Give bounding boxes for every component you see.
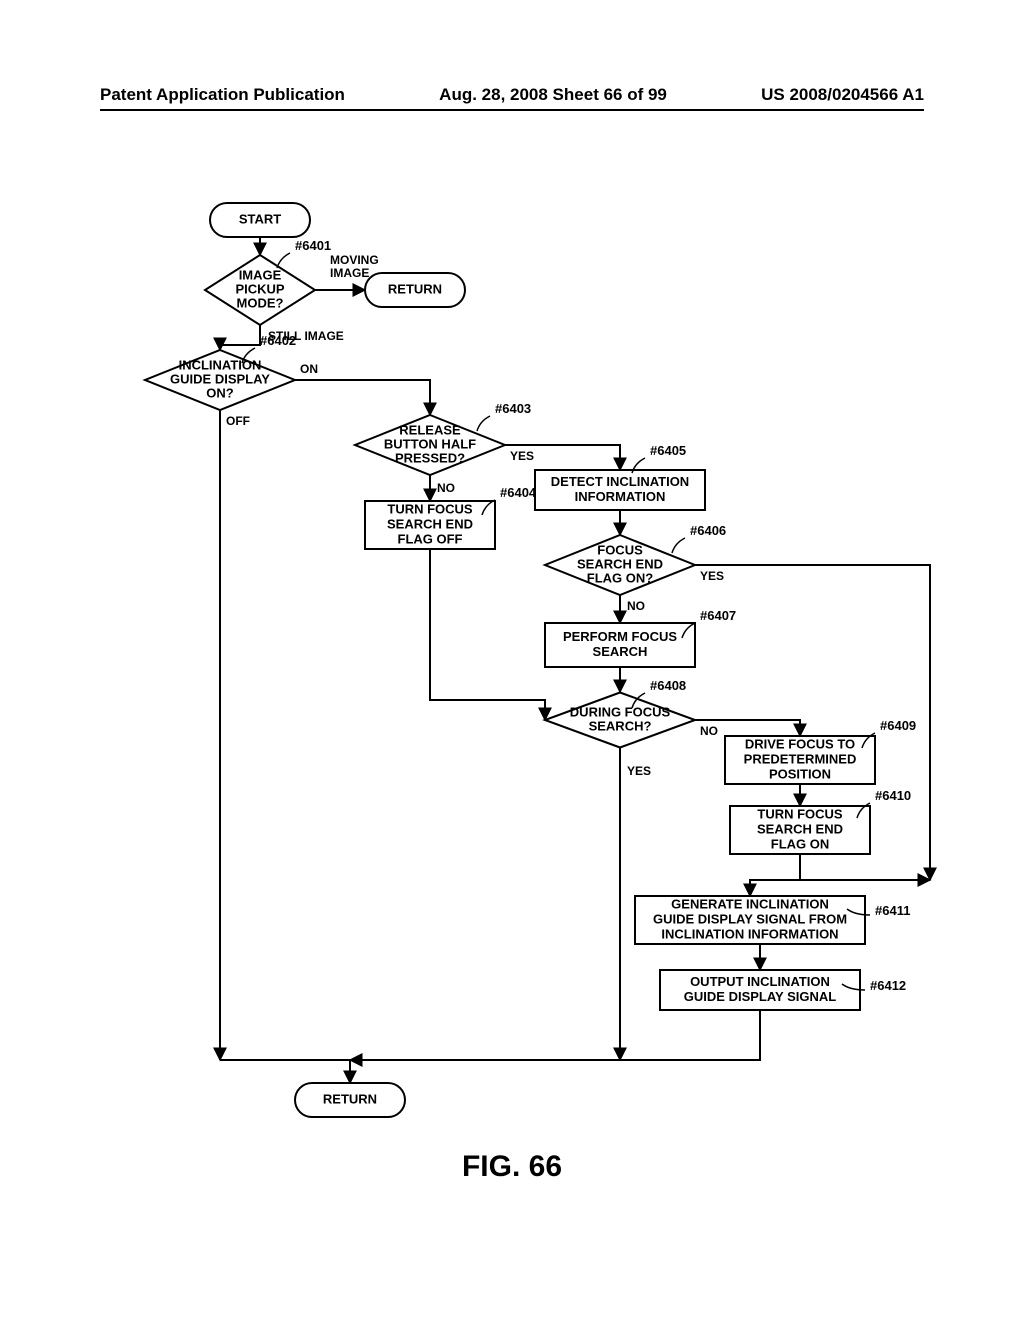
svg-text:GENERATE INCLINATION: GENERATE INCLINATION [671, 896, 829, 911]
svg-text:#6412: #6412 [870, 978, 906, 993]
node-start: START [210, 203, 310, 237]
svg-text:MOVING: MOVING [330, 253, 379, 267]
svg-text:FOCUS: FOCUS [597, 542, 643, 557]
svg-text:INFORMATION: INFORMATION [575, 489, 666, 504]
node-p6407: PERFORM FOCUSSEARCH #6407 [545, 608, 736, 667]
svg-text:RELEASE: RELEASE [399, 422, 461, 437]
svg-text:PICKUP: PICKUP [235, 281, 284, 296]
svg-text:FLAG ON?: FLAG ON? [587, 570, 653, 585]
node-p6410: TURN FOCUSSEARCH ENDFLAG ON #6410 [730, 788, 911, 854]
svg-text:#6411: #6411 [875, 903, 910, 918]
svg-text:DURING FOCUS: DURING FOCUS [570, 704, 671, 719]
svg-text:IMAGE: IMAGE [330, 266, 369, 280]
svg-text:#6403: #6403 [495, 401, 531, 416]
svg-text:POSITION: POSITION [769, 766, 831, 781]
svg-text:SEARCH END: SEARCH END [577, 556, 663, 571]
svg-text:IMAGE: IMAGE [239, 267, 282, 282]
svg-text:GUIDE DISPLAY SIGNAL FROM: GUIDE DISPLAY SIGNAL FROM [653, 911, 847, 926]
svg-text:ON: ON [300, 362, 318, 376]
node-p6409: DRIVE FOCUS TOPREDETERMINEDPOSITION #6409 [725, 718, 916, 784]
edge-15 [800, 854, 930, 880]
svg-text:OFF: OFF [226, 414, 250, 428]
page: Patent Application Publication Aug. 28, … [0, 0, 1024, 1320]
svg-text:NO: NO [700, 724, 718, 738]
svg-text:START: START [239, 211, 281, 226]
svg-text:SEARCH?: SEARCH? [589, 718, 652, 733]
svg-text:#6401: #6401 [295, 238, 331, 253]
svg-text:DRIVE FOCUS TO: DRIVE FOCUS TO [745, 736, 855, 751]
svg-text:#6405: #6405 [650, 443, 686, 458]
svg-text:FLAG ON: FLAG ON [771, 836, 830, 851]
svg-text:NO: NO [627, 599, 645, 613]
svg-text:PREDETERMINED: PREDETERMINED [744, 751, 857, 766]
svg-text:BUTTON HALF: BUTTON HALF [384, 436, 476, 451]
svg-text:#6402: #6402 [260, 333, 296, 348]
svg-text:PRESSED?: PRESSED? [395, 450, 465, 465]
figure-caption: FIG. 66 [0, 1150, 1024, 1184]
svg-text:DETECT INCLINATION: DETECT INCLINATION [551, 474, 689, 489]
node-d6406: FOCUSSEARCH ENDFLAG ON? #6406 [545, 523, 726, 595]
svg-text:ON?: ON? [206, 385, 234, 400]
svg-text:RETURN: RETURN [388, 281, 442, 296]
svg-text:SEARCH: SEARCH [593, 644, 648, 659]
svg-text:RETURN: RETURN [323, 1091, 377, 1106]
svg-text:YES: YES [700, 569, 724, 583]
svg-text:#6410: #6410 [875, 788, 911, 803]
svg-text:INCLINATION INFORMATION: INCLINATION INFORMATION [661, 926, 838, 941]
svg-text:#6409: #6409 [880, 718, 916, 733]
svg-text:GUIDE DISPLAY: GUIDE DISPLAY [170, 371, 270, 386]
svg-text:#6404: #6404 [500, 485, 537, 500]
svg-text:YES: YES [627, 764, 651, 778]
svg-text:YES: YES [510, 449, 534, 463]
node-p6412: OUTPUT INCLINATIONGUIDE DISPLAY SIGNAL #6… [660, 970, 906, 1010]
node-return1: RETURN [365, 273, 465, 307]
svg-text:#6406: #6406 [690, 523, 726, 538]
edge-2 [220, 325, 260, 350]
svg-text:PERFORM FOCUS: PERFORM FOCUS [563, 629, 677, 644]
svg-text:INCLINATION: INCLINATION [179, 357, 262, 372]
svg-text:TURN FOCUS: TURN FOCUS [757, 806, 843, 821]
svg-text:MODE?: MODE? [237, 295, 284, 310]
node-return2: RETURN [295, 1083, 405, 1117]
edge-4 [295, 380, 430, 415]
node-d6403: RELEASEBUTTON HALFPRESSED? #6403 [355, 401, 531, 475]
svg-text:SEARCH END: SEARCH END [757, 821, 843, 836]
edge-16 [750, 880, 930, 896]
svg-text:#6407: #6407 [700, 608, 736, 623]
svg-text:NO: NO [437, 481, 455, 495]
edge-7 [430, 549, 545, 720]
edge-18 [350, 1010, 760, 1060]
svg-text:FLAG OFF: FLAG OFF [398, 531, 463, 546]
svg-text:OUTPUT INCLINATION: OUTPUT INCLINATION [690, 974, 830, 989]
svg-text:SEARCH END: SEARCH END [387, 516, 473, 531]
flowchart: MOVINGIMAGESTILL IMAGEOFFONYESNONOYESYES… [0, 0, 1024, 1320]
svg-text:TURN FOCUS: TURN FOCUS [387, 501, 473, 516]
node-d6401: IMAGEPICKUPMODE? #6401 [205, 238, 331, 325]
svg-text:#6408: #6408 [650, 678, 686, 693]
node-p6411: GENERATE INCLINATIONGUIDE DISPLAY SIGNAL… [635, 896, 910, 944]
svg-text:GUIDE DISPLAY SIGNAL: GUIDE DISPLAY SIGNAL [684, 989, 836, 1004]
